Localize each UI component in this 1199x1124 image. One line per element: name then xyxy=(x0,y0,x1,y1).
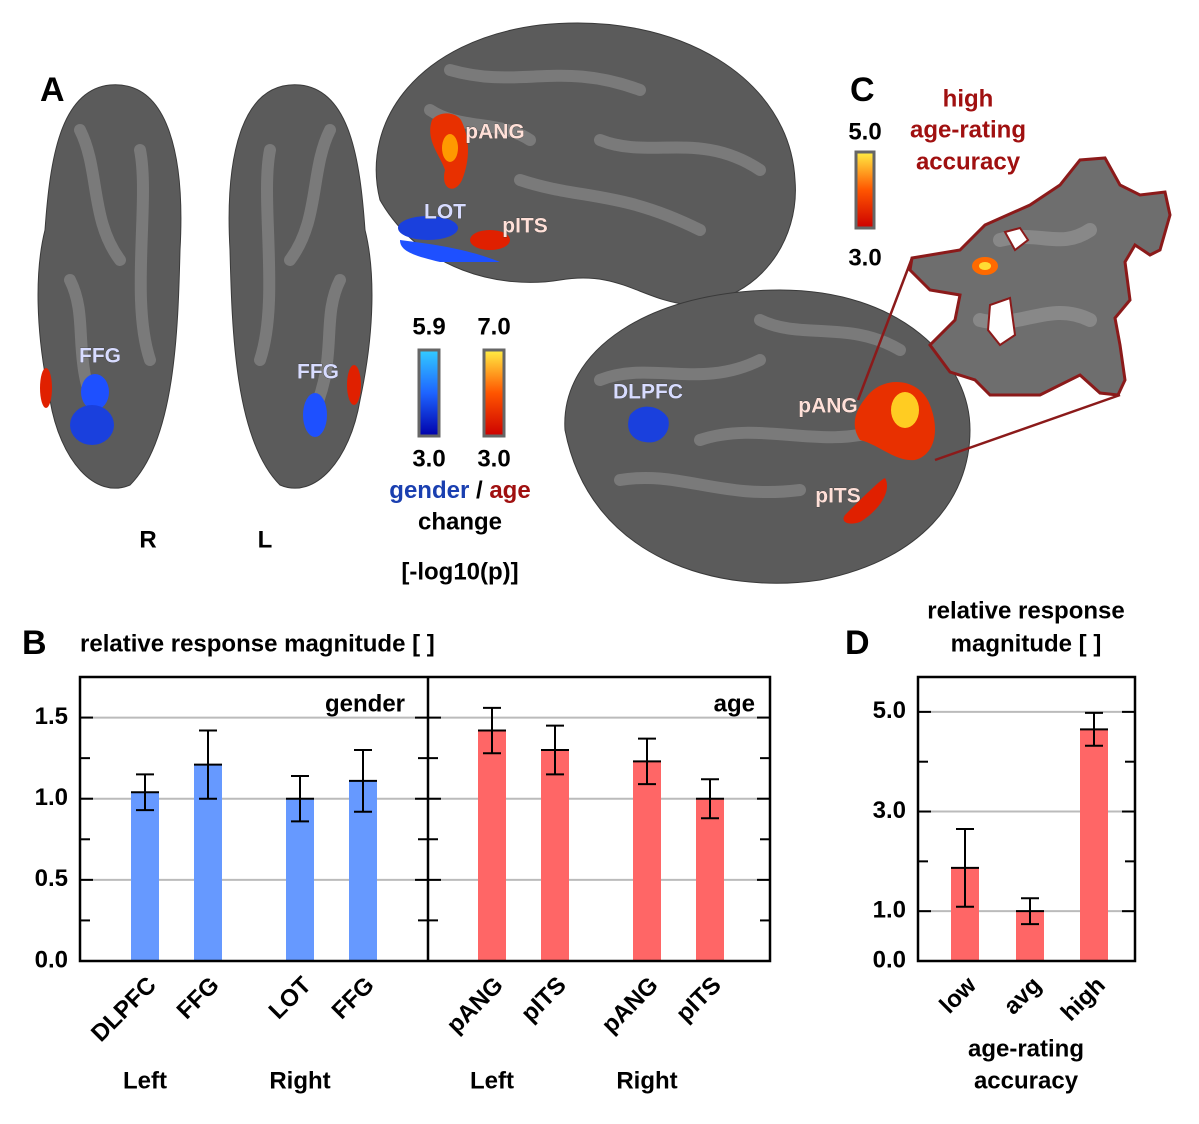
colorbar xyxy=(417,348,441,438)
group-label: Left xyxy=(470,1067,514,1094)
error-bar xyxy=(633,737,661,786)
series-label: age xyxy=(714,690,755,717)
error-bar xyxy=(1080,711,1108,747)
hemisphere-label: L xyxy=(258,526,273,553)
x-tick-label: pANG xyxy=(442,972,509,1039)
x-axis-label: age-rating xyxy=(968,1035,1084,1062)
series-label: gender xyxy=(325,690,405,717)
colorbar-unit: [-log10(p)] xyxy=(401,558,518,585)
x-tick-label: FFG xyxy=(327,972,380,1025)
group-label: Right xyxy=(269,1067,330,1094)
bar xyxy=(131,792,159,961)
y-tick-label: 0.0 xyxy=(35,946,68,973)
hemisphere-label: R xyxy=(139,526,156,553)
inset xyxy=(856,156,1172,462)
panel-title: high xyxy=(943,85,994,112)
colorbar-label: 3.0 xyxy=(412,445,445,472)
age-word: age xyxy=(489,477,530,504)
x-tick-label: pANG xyxy=(597,972,664,1039)
colorbar-label: 7.0 xyxy=(477,313,510,340)
bar xyxy=(286,798,314,961)
error-bar xyxy=(696,778,724,820)
roi-label: pITS xyxy=(502,215,548,238)
error-bar xyxy=(194,729,222,800)
error-bar xyxy=(131,773,159,812)
y-tick-label: 1.0 xyxy=(35,784,68,811)
plot-frame xyxy=(916,675,1137,963)
chart-title: magnitude [ ] xyxy=(951,630,1102,657)
gender-word: gender xyxy=(389,477,469,504)
lateral-brain xyxy=(375,22,796,306)
bar xyxy=(1080,729,1108,961)
x-tick-label: avg xyxy=(998,972,1046,1020)
group-label: Right xyxy=(616,1067,677,1094)
roi-label: pANG xyxy=(465,121,525,144)
chart-title: relative response xyxy=(927,597,1124,624)
roi-label: pITS xyxy=(815,485,861,508)
roi-label: FFG xyxy=(297,361,339,384)
y-tick-label: 1.5 xyxy=(35,703,68,730)
colorbar-label: 3.0 xyxy=(848,244,881,271)
bar xyxy=(478,730,506,961)
colorbar-label: 5.0 xyxy=(848,118,881,145)
colorbar-label: 5.9 xyxy=(412,313,445,340)
panel-title: age-rating xyxy=(910,116,1026,143)
colorbar xyxy=(482,348,506,438)
panel-title: accuracy xyxy=(916,148,1021,175)
colorbar-caption: change xyxy=(418,508,502,535)
chart-title: relative response magnitude [ ] xyxy=(80,630,435,657)
plot-frame xyxy=(78,675,772,963)
x-tick-label: DLPFC xyxy=(86,972,162,1048)
y-tick-label: 0.0 xyxy=(873,946,906,973)
error-bar xyxy=(478,706,506,755)
roi-label: pANG xyxy=(798,395,858,418)
roi-label: DLPFC xyxy=(613,381,683,404)
x-tick-label: LOT xyxy=(264,971,317,1024)
colorbar xyxy=(854,150,876,230)
error-bar xyxy=(1016,897,1044,926)
panel-label: D xyxy=(845,624,870,662)
separator: / xyxy=(476,477,483,504)
panel-label: A xyxy=(40,71,65,109)
roi-label: LOT xyxy=(424,201,466,224)
ventral-brains xyxy=(37,84,373,489)
lateral-brain xyxy=(564,289,971,584)
y-tick-label: 0.5 xyxy=(35,865,68,892)
colorbar-caption: gender / age xyxy=(389,477,530,504)
colorbar-label: 3.0 xyxy=(477,445,510,472)
error-bar xyxy=(349,749,377,813)
x-tick-label: pITS xyxy=(516,972,572,1028)
y-tick-label: 1.0 xyxy=(873,897,906,924)
y-tick-label: 3.0 xyxy=(873,797,906,824)
x-tick-label: low xyxy=(934,971,982,1019)
panel-label: B xyxy=(22,624,47,662)
roi-label: FFG xyxy=(79,345,121,368)
bar xyxy=(696,798,724,961)
x-tick-label: FFG xyxy=(172,972,225,1025)
x-tick-label: pITS xyxy=(671,972,727,1028)
error-bar xyxy=(541,724,569,776)
error-bar xyxy=(286,774,314,823)
panel-label: C xyxy=(850,71,875,109)
error-bar xyxy=(951,827,979,908)
y-tick-label: 5.0 xyxy=(873,697,906,724)
x-tick-label: high xyxy=(1056,972,1111,1027)
bar xyxy=(633,761,661,961)
bar xyxy=(541,750,569,961)
x-axis-label: accuracy xyxy=(974,1067,1079,1094)
group-label: Left xyxy=(123,1067,167,1094)
